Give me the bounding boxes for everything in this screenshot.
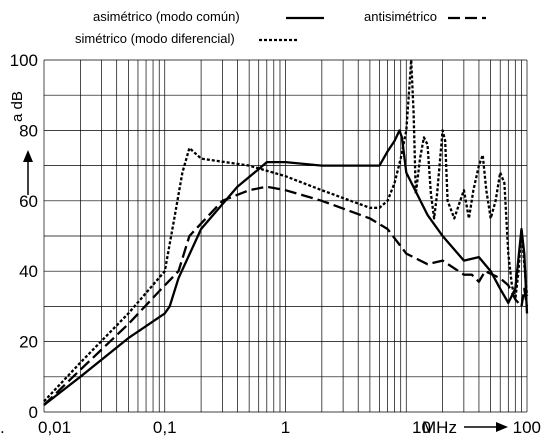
x-tick-label: 10 <box>412 418 431 437</box>
x-tick-label: 0,01 <box>38 418 71 437</box>
x-axis-arrow-head <box>496 422 508 432</box>
legend-anti-label: antisimétrico <box>364 9 437 24</box>
y-tick-label: 60 <box>19 192 38 211</box>
series-line-dashed <box>43 185 529 406</box>
series-line-dotted <box>43 58 529 403</box>
y-tick-label: 80 <box>19 121 38 140</box>
x-tick-label: 1 <box>281 418 290 437</box>
y-axis-label: a dB <box>9 91 26 122</box>
y-tick-labels: 0 20 40 60 80 100 <box>10 51 38 422</box>
legend-asym-label: asimétrico (modo común) <box>93 9 240 24</box>
x-axis-unit: MHz <box>422 418 457 437</box>
x-tick-label: 0,1 <box>153 418 177 437</box>
x-tick-labels: 0,01 0,1 1 10 100. <box>0 418 541 437</box>
y-tick-label: 0 <box>29 403 38 422</box>
series-line-solid <box>43 129 529 406</box>
y-axis-arrow-head <box>23 150 33 162</box>
grid <box>43 59 528 413</box>
legend: asimétrico (modo común) simétrico (modo … <box>75 9 486 46</box>
legend-sym-label: simétrico (modo diferencial) <box>75 31 235 46</box>
curves <box>43 58 529 406</box>
y-tick-label: 40 <box>19 262 38 281</box>
y-tick-label: 20 <box>19 333 38 352</box>
origin-mark: . <box>0 418 5 437</box>
x-tick-label: 100 <box>513 418 541 437</box>
y-tick-label: 100 <box>10 51 38 70</box>
